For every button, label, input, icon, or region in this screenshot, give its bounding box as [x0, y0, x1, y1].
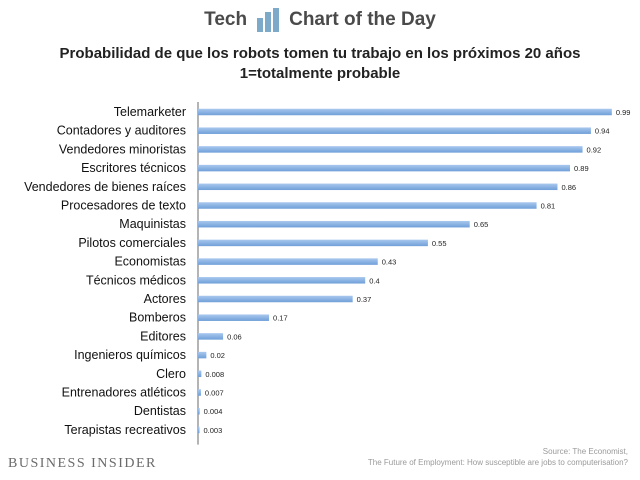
- business-insider-logo: BUSINESS INSIDER: [8, 456, 157, 471]
- source-note: Source: The Economist, The Future of Emp…: [298, 446, 628, 468]
- bar: [198, 239, 428, 247]
- category-label: Vendedores de bienes raíces: [24, 180, 186, 194]
- category-label: Ingenieros químicos: [74, 348, 186, 362]
- value-label: 0.06: [227, 332, 242, 341]
- category-label: Actores: [144, 292, 186, 306]
- category-label: Bomberos: [129, 311, 186, 325]
- category-label: Maquinistas: [119, 217, 186, 231]
- bar: [198, 146, 583, 153]
- value-label: 0.008: [205, 370, 224, 379]
- value-label: 0.55: [432, 239, 447, 248]
- value-label: 0.89: [574, 164, 589, 173]
- value-label: 0.86: [561, 183, 576, 192]
- value-label: 0.43: [382, 258, 397, 267]
- value-label: 0.37: [357, 295, 372, 304]
- bar: [198, 220, 470, 228]
- value-label: 0.004: [204, 407, 223, 416]
- value-label: 0.94: [595, 127, 610, 136]
- category-label: Terapistas recreativos: [64, 423, 186, 437]
- category-label: Dentistas: [134, 404, 186, 418]
- category-label: Entrenadores atléticos: [62, 386, 186, 400]
- category-label: Pilotos comerciales: [78, 236, 186, 250]
- bar: [198, 407, 200, 415]
- category-label: Clero: [156, 367, 186, 381]
- bar: [198, 370, 202, 378]
- value-label: 0.65: [474, 220, 489, 229]
- header-inner: Tech Chart of the Day: [204, 8, 436, 32]
- value-label: 0.99: [616, 108, 631, 117]
- bar-chart-logo-icon: [257, 8, 280, 32]
- value-label: 0.92: [587, 145, 602, 154]
- value-label: 0.4: [369, 276, 379, 285]
- category-label: Contadores y auditores: [57, 124, 186, 138]
- bar: [198, 333, 224, 340]
- bar: [198, 108, 612, 116]
- header-left-text: Tech: [204, 9, 248, 30]
- value-label: 0.17: [273, 314, 288, 323]
- category-label: Vendedores minoristas: [59, 142, 186, 156]
- bar: [198, 426, 200, 434]
- bar: [198, 164, 571, 172]
- category-label: Procesadores de texto: [61, 199, 186, 213]
- bar: [198, 389, 201, 396]
- chart-title-block: Probabilidad de que los robots tomen tu …: [0, 44, 640, 84]
- bar: [198, 314, 270, 321]
- value-label: 0.003: [204, 426, 223, 435]
- bar: [198, 351, 207, 359]
- chart-subtitle: 1=totalmente probable: [239, 65, 401, 82]
- bar: [198, 295, 353, 303]
- category-label: Técnicos médicos: [86, 273, 186, 287]
- category-label: Economistas: [114, 255, 186, 269]
- chart-title: Probabilidad de que los robots tomen tu …: [59, 45, 581, 62]
- category-label: Editores: [140, 329, 186, 343]
- chart-of-the-day-header: Tech Chart of the Day: [0, 8, 640, 38]
- header-right-text: Chart of the Day: [289, 9, 436, 30]
- value-label: 0.02: [210, 351, 225, 360]
- bar: [198, 183, 558, 191]
- category-label: Telemarketer: [114, 105, 186, 119]
- source-line-2: The Future of Employment: How susceptibl…: [367, 458, 628, 467]
- bar: [198, 127, 591, 134]
- bar: [198, 202, 537, 209]
- category-label: Escritores técnicos: [81, 161, 186, 175]
- value-label: 0.007: [205, 389, 224, 398]
- bar: [198, 258, 378, 265]
- bar-chart: Telemarketer 0.99 Contadores y auditores 0.…: [24, 102, 631, 445]
- value-label: 0.81: [541, 202, 556, 211]
- source-line-1: Source: The Economist,: [542, 447, 628, 456]
- bar: [198, 277, 366, 284]
